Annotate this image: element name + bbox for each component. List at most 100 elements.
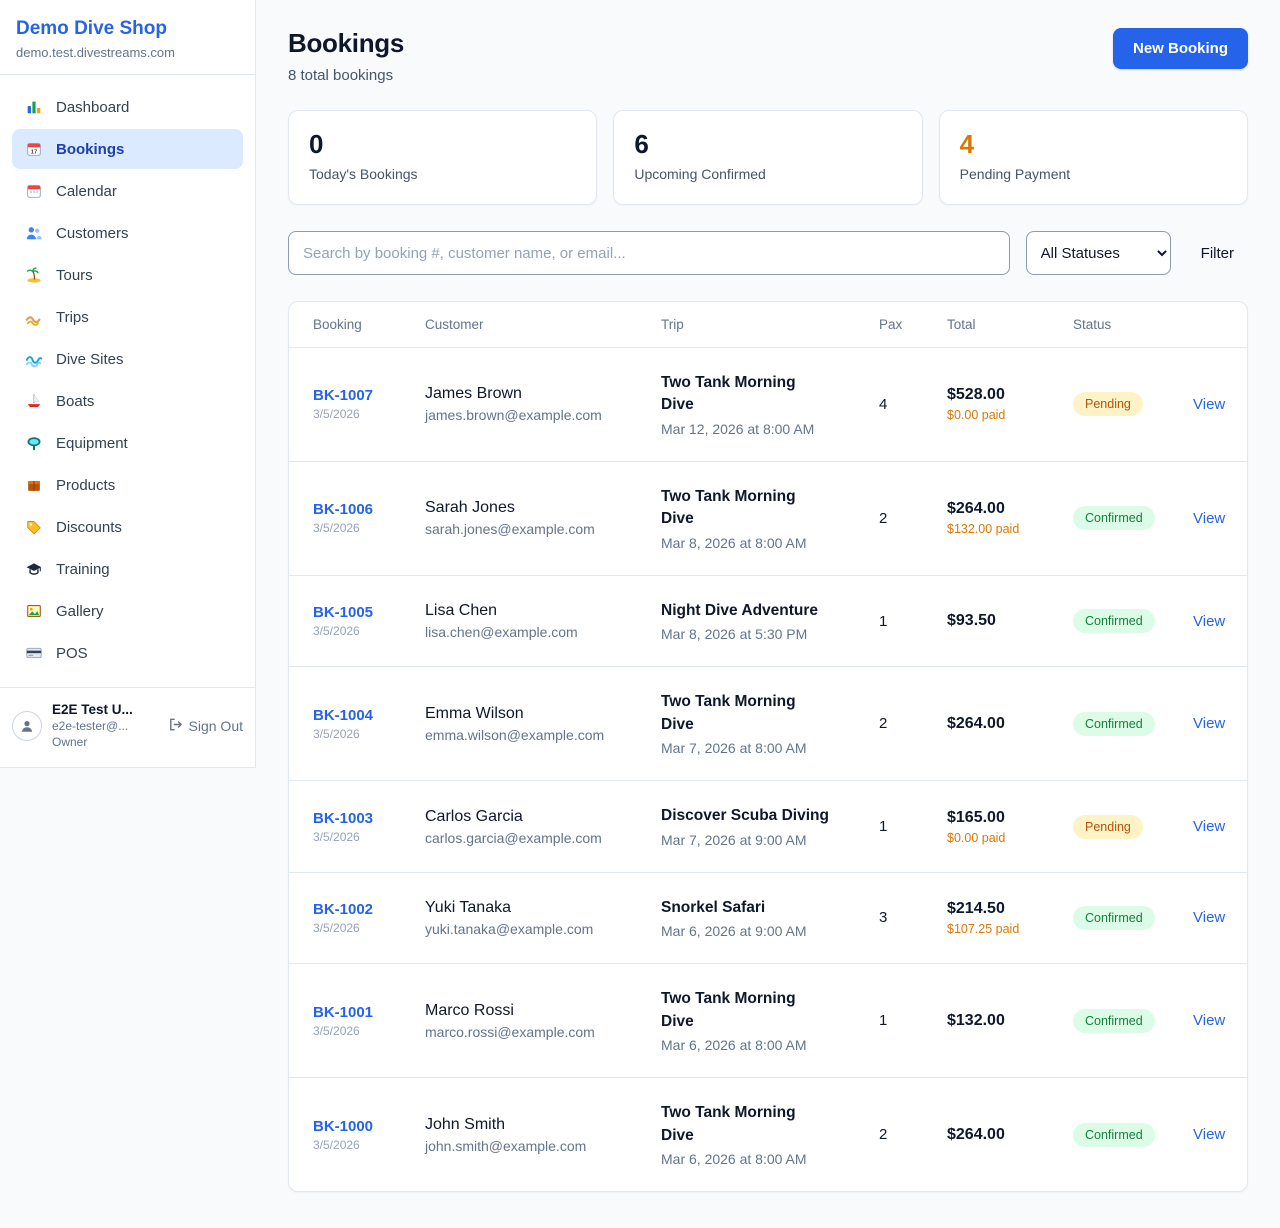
customer-email: lisa.chen@example.com — [425, 624, 578, 641]
search-input[interactable] — [288, 231, 1010, 275]
booking-id-link[interactable]: BK-1005 — [313, 604, 374, 622]
booking-id-link[interactable]: BK-1003 — [313, 809, 374, 827]
view-link[interactable]: View — [1193, 395, 1226, 413]
calendar-date-icon: 17 — [24, 139, 44, 159]
sign-out-button[interactable]: Sign Out — [168, 717, 243, 735]
stat-card-today-s-bookings: 0 Today's Bookings — [288, 110, 598, 205]
sidebar-item-discounts[interactable]: Discounts — [12, 507, 243, 547]
svg-text:17: 17 — [31, 150, 38, 156]
page-subtitle: 8 total bookings — [288, 67, 394, 84]
sidebar-item-label: Training — [56, 560, 110, 578]
view-link[interactable]: View — [1193, 1012, 1226, 1030]
total-amount: $214.50 — [947, 899, 1005, 917]
trip-datetime: Mar 8, 2026 at 5:30 PM — [661, 626, 808, 643]
booking-cell: BK-1005 3/5/2026 — [313, 580, 425, 662]
booking-id-link[interactable]: BK-1002 — [313, 900, 374, 918]
view-link[interactable]: View — [1193, 1126, 1226, 1144]
pax-count: 4 — [879, 395, 888, 413]
total-cell: $214.50 $107.25 paid — [947, 876, 1073, 960]
customer-cell: John Smith john.smith@example.com — [425, 1092, 661, 1178]
beach-icon — [24, 307, 44, 327]
page-header-text: Bookings 8 total bookings — [288, 28, 404, 84]
sidebar-item-boats[interactable]: Boats — [12, 381, 243, 421]
column-header-trip: Trip — [661, 317, 684, 332]
sidebar-item-dive-sites[interactable]: Dive Sites — [12, 339, 243, 379]
table-row: BK-1000 3/5/2026 John Smith john.smith@e… — [289, 1078, 1247, 1191]
booking-cell: BK-1003 3/5/2026 — [313, 786, 425, 868]
status-badge: Pending — [1073, 392, 1143, 417]
filter-button[interactable]: Filter — [1187, 245, 1248, 262]
status-filter-select[interactable]: All Statuses — [1025, 231, 1171, 275]
customer-name: Carlos Garcia — [425, 807, 523, 825]
booking-id-link[interactable]: BK-1006 — [313, 501, 374, 519]
table-row: BK-1005 3/5/2026 Lisa Chen lisa.chen@exa… — [289, 576, 1247, 668]
status-cell: Confirmed — [1073, 985, 1193, 1057]
sidebar-item-dashboard[interactable]: Dashboard — [12, 87, 243, 127]
total-amount: $264.00 — [947, 500, 1005, 518]
booking-date: 3/5/2026 — [313, 624, 360, 639]
brand-name: Demo Dive Shop — [16, 18, 167, 39]
booking-id-link[interactable]: BK-1001 — [313, 1003, 374, 1021]
customer-name: Emma Wilson — [425, 704, 524, 722]
booking-cell: BK-1001 3/5/2026 — [313, 980, 425, 1062]
sidebar-item-gallery[interactable]: Gallery — [12, 591, 243, 631]
table-row: BK-1007 3/5/2026 James Brown james.brown… — [289, 348, 1247, 462]
sidebar-item-label: Boats — [56, 392, 95, 410]
sidebar-item-label: Calendar — [56, 182, 117, 200]
new-booking-button[interactable]: New Booking — [1112, 28, 1248, 69]
view-link[interactable]: View — [1193, 909, 1226, 927]
booking-id-link[interactable]: BK-1000 — [313, 1117, 374, 1135]
status-badge: Confirmed — [1073, 905, 1155, 930]
customer-email: john.smith@example.com — [425, 1137, 587, 1154]
table-row: BK-1002 3/5/2026 Yuki Tanaka yuki.tanaka… — [289, 873, 1247, 965]
booking-cell: BK-1007 3/5/2026 — [313, 363, 425, 445]
trip-cell: Two Tank Morning Dive Mar 6, 2026 at 8:0… — [661, 1078, 879, 1191]
customer-name: Yuki Tanaka — [425, 898, 511, 916]
customer-name: James Brown — [425, 385, 522, 403]
status-badge: Confirmed — [1073, 1008, 1155, 1033]
sidebar-item-customers[interactable]: Customers — [12, 213, 243, 253]
customer-name: Sarah Jones — [425, 499, 515, 517]
view-link[interactable]: View — [1193, 612, 1226, 630]
palm-island-icon — [24, 265, 44, 285]
sidebar: Demo Dive Shop demo.test.divestreams.com… — [0, 0, 256, 768]
wave-icon — [24, 349, 44, 369]
sidebar-item-label: Dashboard — [56, 98, 130, 116]
trip-cell: Snorkel Safari Mar 6, 2026 at 9:00 AM — [661, 873, 879, 963]
sidebar-item-trips[interactable]: Trips — [12, 297, 243, 337]
trip-name: Two Tank Morning Dive — [661, 374, 796, 414]
view-link[interactable]: View — [1193, 715, 1226, 733]
sidebar-item-tours[interactable]: Tours — [12, 255, 243, 295]
booking-date: 3/5/2026 — [313, 1137, 360, 1152]
sidebar-item-training[interactable]: Training — [12, 549, 243, 589]
trip-cell: Two Tank Morning Dive Mar 8, 2026 at 8:0… — [661, 462, 879, 575]
bookings-table: Booking Customer Trip Pax Total Status B… — [288, 301, 1248, 1193]
table-row: BK-1003 3/5/2026 Carlos Garcia carlos.ga… — [289, 781, 1247, 873]
paid-amount: $132.00 paid — [947, 522, 1020, 537]
stats-row: 0 Today's Bookings 6 Upcoming Confirmed … — [288, 110, 1248, 205]
stat-label: Pending Payment — [959, 166, 1071, 182]
status-cell: Pending — [1073, 368, 1193, 440]
view-link[interactable]: View — [1193, 818, 1226, 836]
trip-name: Two Tank Morning Dive — [661, 693, 796, 733]
trip-datetime: Mar 7, 2026 at 8:00 AM — [661, 740, 807, 757]
sidebar-item-label: Products — [56, 476, 116, 494]
sidebar-item-products[interactable]: Products — [12, 465, 243, 505]
sidebar-item-bookings[interactable]: 17 Bookings — [12, 129, 243, 169]
sidebar-item-equipment[interactable]: Equipment — [12, 423, 243, 463]
box-icon — [24, 475, 44, 495]
status-cell: Confirmed — [1073, 688, 1193, 760]
trip-name: Two Tank Morning Dive — [661, 990, 796, 1030]
view-link[interactable]: View — [1193, 509, 1226, 527]
status-badge: Confirmed — [1073, 711, 1155, 736]
sidebar-item-calendar[interactable]: Calendar — [12, 171, 243, 211]
table-row: BK-1001 3/5/2026 Marco Rossi marco.rossi… — [289, 964, 1247, 1079]
sidebar-item-pos[interactable]: POS — [12, 633, 243, 673]
stat-card-upcoming-confirmed: 6 Upcoming Confirmed — [613, 110, 923, 205]
customer-email: james.brown@example.com — [425, 407, 602, 424]
total-amount: $528.00 — [947, 386, 1005, 404]
total-amount: $165.00 — [947, 808, 1005, 826]
booking-id-link[interactable]: BK-1004 — [313, 706, 374, 724]
user-role: Owner — [52, 735, 88, 749]
booking-id-link[interactable]: BK-1007 — [313, 387, 374, 405]
